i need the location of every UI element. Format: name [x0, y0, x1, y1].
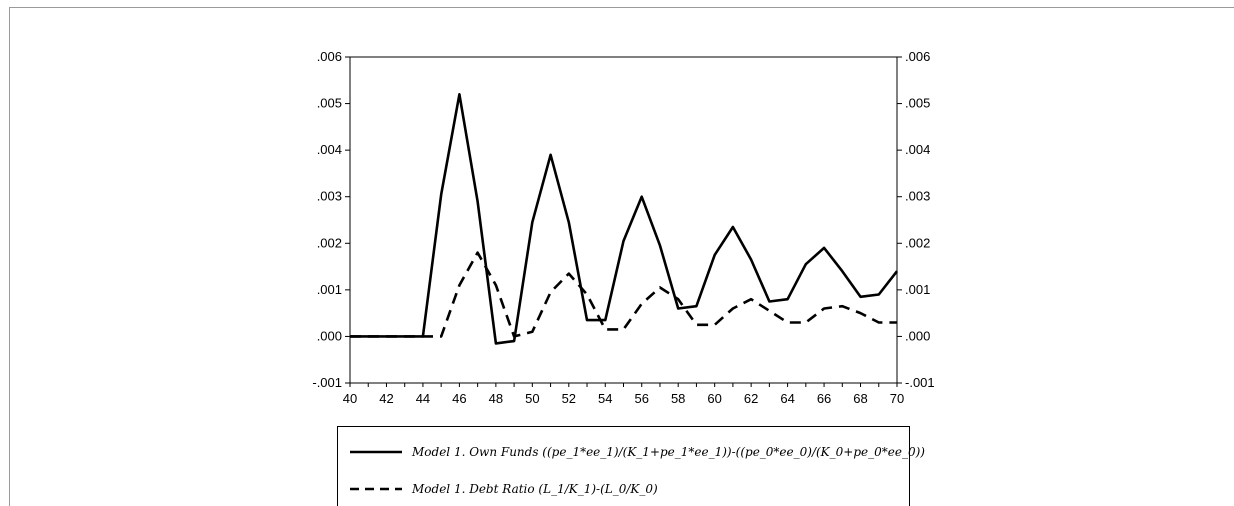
y-tick-label-left: .006: [317, 49, 342, 64]
y-tick-label-right: .006: [905, 49, 930, 64]
x-tick-label: 62: [744, 391, 758, 406]
x-tick-label: 58: [671, 391, 685, 406]
y-tick-label-left: .003: [317, 189, 342, 204]
x-tick-label: 42: [379, 391, 393, 406]
y-tick-label-right: .004: [905, 142, 930, 157]
x-tick-label: 50: [525, 391, 539, 406]
x-tick-label: 68: [853, 391, 867, 406]
legend-swatch-dashed: [350, 487, 402, 491]
legend-item-debt-ratio: Model 1. Debt Ratio (L_1/K_1)-(L_0/K_0): [350, 478, 658, 500]
figure-frame: [9, 7, 1234, 506]
series-layer: [350, 93, 899, 345]
x-tick-label: 44: [416, 391, 430, 406]
x-tick-label: 54: [598, 391, 612, 406]
x-tick-label: 66: [817, 391, 831, 406]
legend: Model 1. Own Funds ((pe_1*ee_1)/(K_1+pe_…: [337, 426, 925, 506]
y-tick-label-right: .001: [905, 282, 930, 297]
legend-swatch-solid: [350, 450, 402, 454]
x-tick-label: 70: [890, 391, 904, 406]
x-tick-label: 40: [343, 391, 357, 406]
legend-item-own-funds: Model 1. Own Funds ((pe_1*ee_1)/(K_1+pe_…: [350, 441, 925, 463]
series-line-debt-ratio: [350, 251, 897, 338]
y-tick-label-right: -.001: [905, 375, 935, 390]
legend-label-debt-ratio: Model 1. Debt Ratio (L_1/K_1)-(L_0/K_0): [412, 482, 658, 496]
y-axis-left: .006 .005 .004 .003 .002 .001 .000 -.001: [312, 49, 350, 390]
y-tick-label-left: .000: [317, 328, 342, 343]
y-tick-label-left: .002: [317, 235, 342, 250]
x-tick-label: 60: [707, 391, 721, 406]
line-chart: .006.005.004.003.002.001.000-.001 .006.0…: [312, 49, 935, 406]
series-line-own-funds: [350, 93, 899, 345]
y-tick-label-left: .001: [317, 282, 342, 297]
legend-label-own-funds: Model 1. Own Funds ((pe_1*ee_1)/(K_1+pe_…: [412, 445, 925, 459]
x-tick-label: 46: [452, 391, 466, 406]
y-tick-label-left: .004: [317, 142, 342, 157]
x-tick-label: 64: [780, 391, 794, 406]
plot-area: [349, 56, 898, 384]
y-tick-label-right: .005: [905, 96, 930, 111]
y-tick-label-left: -.001: [312, 375, 342, 390]
y-tick-label-right: .002: [905, 235, 930, 250]
x-axis: 40 42 44 46 48 50 52 54 56 58 60 62 64 66 68 70: [343, 383, 904, 406]
y-tick-label-left: .005: [317, 96, 342, 111]
y-axis-right: .006 .005 .004 .003 .002 .001 .000 -.001: [897, 49, 935, 390]
y-tick-label-right: .000: [905, 328, 930, 343]
y-tick-label-right: .003: [905, 189, 930, 204]
x-tick-label: 56: [634, 391, 648, 406]
x-tick-label: 48: [489, 391, 503, 406]
x-tick-label: 52: [562, 391, 576, 406]
